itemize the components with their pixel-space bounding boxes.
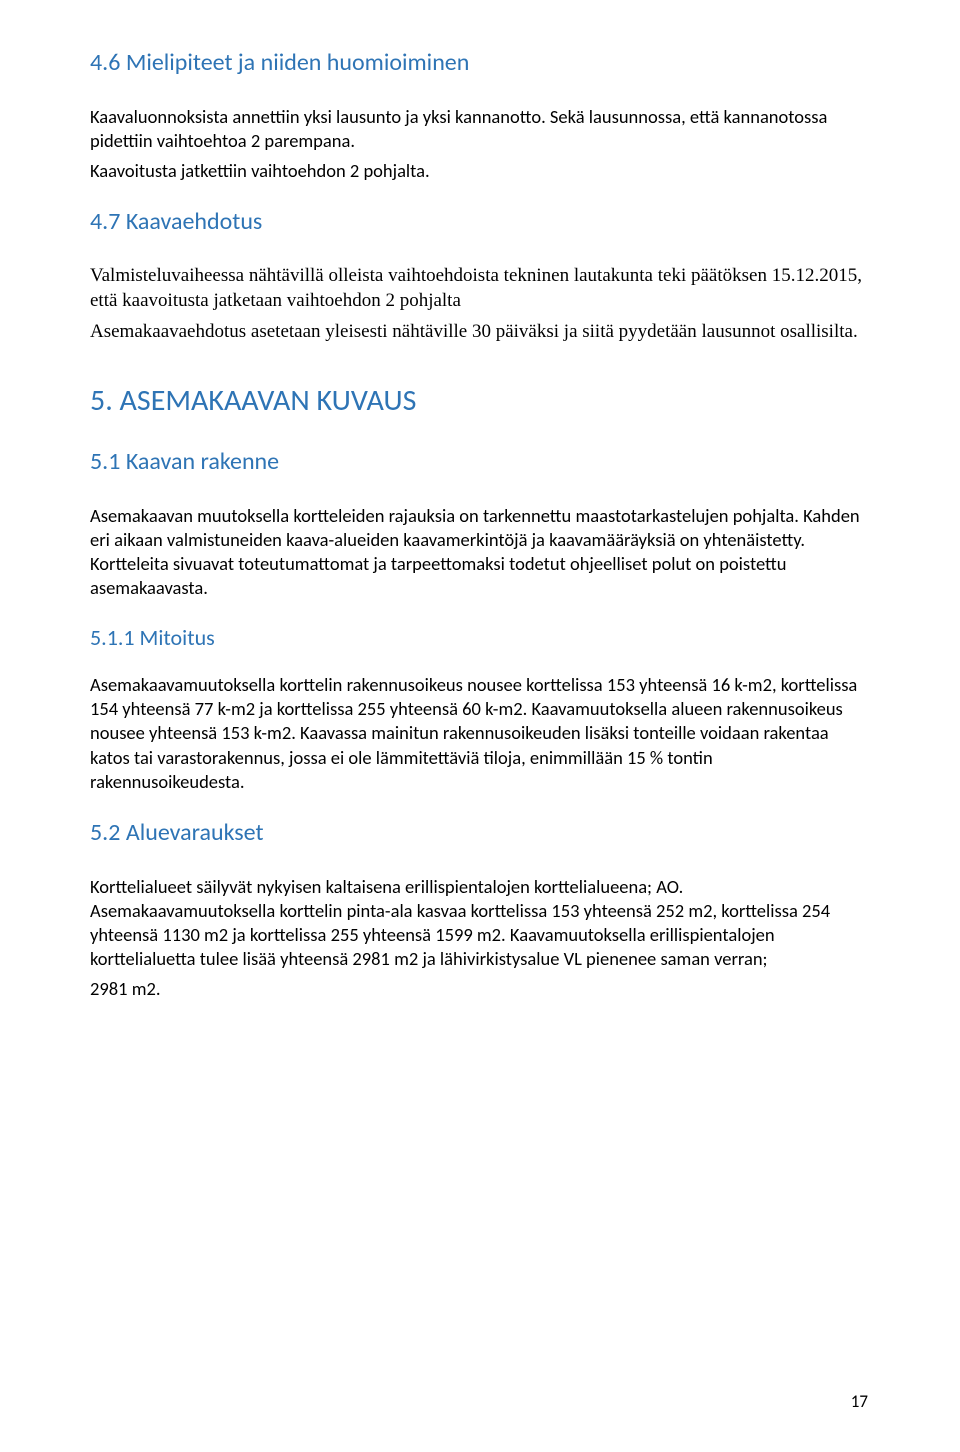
document-page: 4.6 Mielipiteet ja niiden huomioiminen K…: [0, 0, 960, 1452]
para-5-1-1-1: Asemakaavamuutoksella korttelin rakennus…: [90, 673, 870, 793]
para-4-7-2: Asemakaavaehdotus asetetaan yleisesti nä…: [90, 320, 870, 345]
para-4-6-2: Kaavoitusta jatkettiin vaihtoehdon 2 poh…: [90, 159, 870, 183]
page-number: 17: [851, 1391, 868, 1412]
heading-5-1-1: 5.1.1 Mitoitus: [90, 624, 870, 651]
para-5-1-1: Asemakaavan muutoksella kortteleiden raj…: [90, 504, 870, 600]
para-4-7-1: Valmisteluvaiheessa nähtävillä olleista …: [90, 264, 870, 313]
heading-4-6: 4.6 Mielipiteet ja niiden huomioiminen: [90, 48, 870, 77]
heading-5-1: 5.1 Kaavan rakenne: [90, 447, 870, 476]
para-4-6-1: Kaavaluonnoksista annettiin yksi lausunt…: [90, 105, 870, 153]
heading-5: 5. ASEMAKAAVAN KUVAUS: [90, 382, 870, 419]
heading-5-2: 5.2 Aluevaraukset: [90, 818, 870, 847]
para-5-2-1: Korttelialueet säilyvät nykyisen kaltais…: [90, 875, 870, 971]
heading-4-7: 4.7 Kaavaehdotus: [90, 207, 870, 236]
para-5-2-2: 2981 m2.: [90, 977, 870, 1001]
